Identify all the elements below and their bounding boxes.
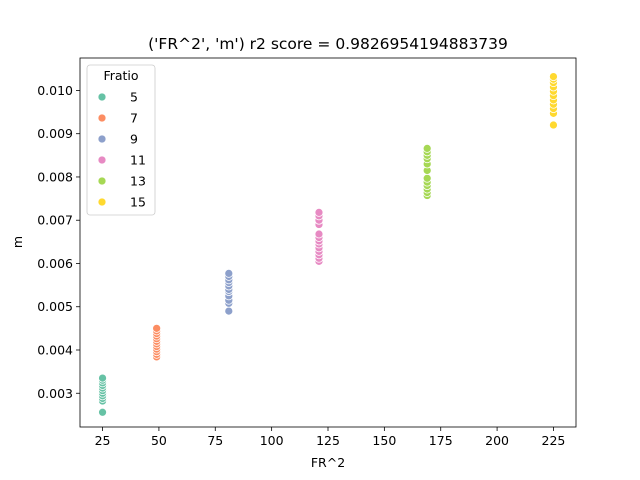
x-tick-label: 25 (95, 433, 111, 448)
y-tick-label: 0.009 (37, 126, 73, 141)
legend-marker (97, 176, 107, 186)
y-tick-label: 0.004 (37, 342, 73, 357)
legend-title: Fratio (103, 68, 138, 83)
legend-marker (97, 92, 107, 102)
legend-label: 13 (130, 174, 146, 189)
x-tick-label: 150 (372, 433, 396, 448)
x-tick-label: 175 (429, 433, 453, 448)
points-layer (98, 72, 558, 417)
legend-marker (97, 113, 107, 123)
y-tick-label: 0.006 (37, 256, 73, 271)
legend-label: 15 (130, 195, 146, 210)
data-point (98, 407, 107, 417)
y-tick-label: 0.008 (37, 169, 73, 184)
legend-marker (97, 155, 107, 165)
y-tick-label: 0.010 (37, 83, 73, 98)
x-tick-label: 200 (485, 433, 509, 448)
legend-label: 11 (130, 153, 146, 168)
y-tick-label: 0.005 (37, 299, 73, 314)
data-point (224, 306, 234, 316)
data-point (98, 373, 107, 383)
data-point (422, 144, 432, 153)
data-point (152, 323, 162, 333)
x-tick-label: 125 (316, 433, 340, 448)
y-tick-label: 0.007 (37, 213, 73, 228)
legend-label: 9 (130, 132, 138, 147)
legend-marker (97, 197, 107, 207)
x-tick-label: 50 (151, 433, 167, 448)
data-point (422, 173, 432, 183)
x-tick-label: 225 (542, 433, 566, 448)
data-point (549, 120, 558, 130)
x-axis: 25 50 75 100 125 150 175 200 225 (95, 427, 566, 448)
y-tick-label: 0.003 (37, 386, 73, 401)
x-tick-label: 100 (260, 433, 284, 448)
x-axis-label: FR^2 (311, 455, 345, 470)
x-tick-label: 75 (207, 433, 223, 448)
legend-marker (97, 134, 107, 144)
legend-box (86, 64, 156, 216)
data-point (314, 208, 324, 217)
legend-label: 5 (130, 90, 138, 105)
chart-title: ('FR^2', 'm') r2 score = 0.9826954194883… (148, 35, 508, 53)
legend-label: 7 (130, 111, 138, 126)
legend: Fratio 5 7 9 11 13 15 (86, 64, 156, 216)
y-axis: 0.003 0.004 0.005 0.006 0.007 0.008 0.009 0.010 (37, 83, 80, 401)
y-axis-label: m (10, 236, 25, 248)
data-point (224, 269, 234, 278)
data-point (549, 72, 558, 81)
data-point (314, 229, 324, 239)
